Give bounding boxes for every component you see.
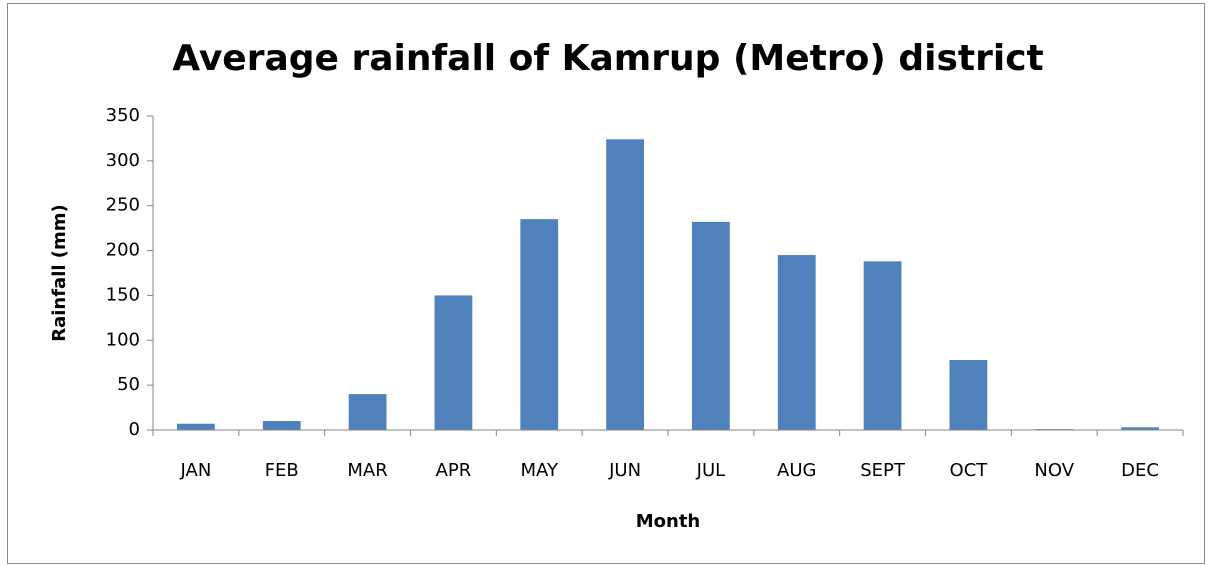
y-tick-label: 300 <box>106 150 140 171</box>
y-tick-label: 100 <box>106 329 140 350</box>
bar <box>777 255 816 430</box>
bar <box>863 261 902 430</box>
x-tick-label: FEB <box>265 460 299 481</box>
y-tick-label: 0 <box>129 419 140 440</box>
x-tick-label: JAN <box>180 460 212 481</box>
y-tick-label: 50 <box>117 374 140 395</box>
bar <box>262 421 301 430</box>
x-tick-label: SEPT <box>860 460 906 481</box>
bar <box>177 423 215 430</box>
chart-border <box>7 3 1205 564</box>
bar <box>692 221 730 430</box>
y-tick-label: 350 <box>106 105 140 126</box>
bar <box>520 219 559 430</box>
y-tick-label: 150 <box>106 284 140 305</box>
bar <box>606 139 644 430</box>
x-tick-label: MAY <box>521 460 559 481</box>
y-tick-label: 200 <box>106 240 140 261</box>
x-tick-label: AUG <box>777 460 816 481</box>
y-tick-label: 250 <box>106 195 140 216</box>
x-tick-label: OCT <box>950 460 989 481</box>
chart-title: Average rainfall of Kamrup (Metro) distr… <box>172 38 1044 79</box>
x-tick-label: MAR <box>347 460 387 481</box>
x-tick-label: JUL <box>696 460 726 481</box>
bar <box>434 295 473 430</box>
bar <box>348 394 387 430</box>
x-tick-label: DEC <box>1121 460 1159 481</box>
y-axis-title: Rainfall (mm) <box>49 204 70 342</box>
x-tick-label: JUN <box>608 460 641 481</box>
x-tick-label: APR <box>436 460 472 481</box>
x-axis-title: Month <box>636 511 701 532</box>
bar <box>1121 427 1159 430</box>
bar <box>949 360 988 430</box>
x-tick-label: NOV <box>1034 460 1074 481</box>
